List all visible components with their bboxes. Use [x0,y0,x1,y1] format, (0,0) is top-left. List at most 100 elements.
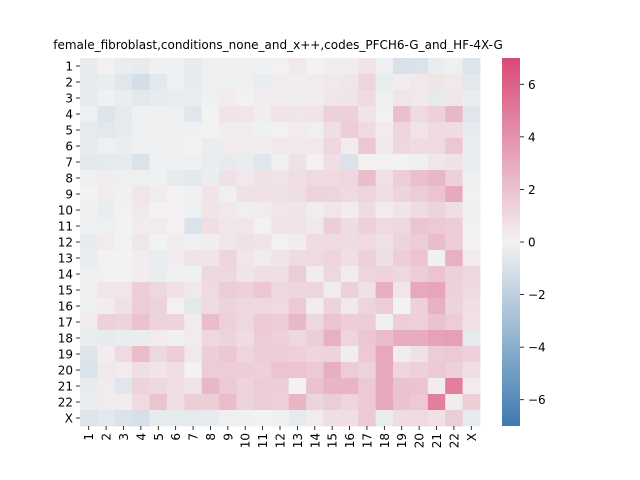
heatmap-cell [393,234,411,251]
heatmap-cell [236,218,255,235]
heatmap-cell [97,74,116,91]
heatmap-cell [358,250,377,267]
row-tick-label: 21 [58,380,73,394]
heatmap-cell [166,170,185,187]
heatmap-cell [219,282,237,299]
heatmap-cell [166,298,185,315]
heatmap-cell [288,218,307,235]
heatmap-cell [114,218,133,235]
heatmap-cell [97,186,116,203]
heatmap-cell [410,154,429,171]
column-tick-label: 3 [117,433,131,441]
heatmap-cell [462,250,481,267]
column-tick-label: 22 [447,433,461,448]
heatmap-cell [80,266,98,283]
heatmap-cell [375,266,394,283]
heatmap-cell [410,298,429,315]
heatmap-cell [288,58,307,75]
heatmap-cell [201,250,220,267]
heatmap-cell [288,170,307,187]
heatmap-cell [219,58,237,75]
heatmap-cell [288,74,307,91]
heatmap-cell [323,202,342,219]
heatmap-cell [166,346,185,363]
column-tick-label: 4 [134,433,148,441]
heatmap-cell [114,394,133,411]
heatmap-cell [323,378,342,395]
heatmap-cell [271,282,290,299]
heatmap-cell [253,282,272,299]
heatmap-cell [410,90,429,107]
heatmap-cell [80,346,98,363]
heatmap-cell [201,186,220,203]
heatmap-cell [306,90,324,107]
heatmap-cell [201,314,220,331]
heatmap-cell [271,394,290,411]
heatmap-cell [253,234,272,251]
heatmap-cell [253,202,272,219]
heatmap-cell [445,170,464,187]
heatmap-cell [445,346,464,363]
heatmap-cell [80,90,98,107]
heatmap-cell [288,154,307,171]
heatmap-cell [184,314,203,331]
heatmap-cell [219,186,237,203]
heatmap-cell [375,186,394,203]
heatmap-cell [410,330,429,347]
heatmap-cell [271,154,290,171]
heatmap-cell [219,122,237,139]
heatmap-cell [97,362,116,379]
heatmap-cell [236,58,255,75]
heatmap-cell [271,266,290,283]
row-tick-label: 18 [58,332,73,346]
heatmap-cell [375,122,394,139]
heatmap-cell [306,138,324,155]
heatmap-cell [201,234,220,251]
heatmap-cell [80,314,98,331]
heatmap-cell [166,266,185,283]
heatmap-cell [114,122,133,139]
column-tick-label: 21 [430,433,444,448]
column-tick-label: 20 [413,433,427,448]
heatmap-cell [306,266,324,283]
heatmap-cell [184,234,203,251]
heatmap-cell [393,298,411,315]
heatmap-cell [97,170,116,187]
heatmap-cell [323,346,342,363]
heatmap-cell [393,346,411,363]
heatmap-cell [132,186,150,203]
heatmap-cell [358,234,377,251]
heatmap-cell [445,394,464,411]
heatmap-cell [271,202,290,219]
heatmap-cell [80,298,98,315]
heatmap-cell [410,410,429,427]
heatmap-cell [340,266,359,283]
heatmap-cell [132,330,150,347]
heatmap-cell [166,282,185,299]
row-tick-label: 4 [65,108,73,122]
heatmap-cell [306,74,324,91]
heatmap-cell [219,394,237,411]
heatmap-cell [410,282,429,299]
heatmap-cell [445,330,464,347]
heatmap-cell [271,346,290,363]
heatmap-cell [149,90,168,107]
heatmap-cell [253,218,272,235]
heatmap-cell [201,202,220,219]
heatmap-cell [132,106,150,123]
heatmap-cell [410,362,429,379]
heatmap-cell [340,138,359,155]
column-tick-label: 14 [308,433,322,448]
heatmap-cell [80,330,98,347]
column-tick-label: 8 [204,433,218,441]
heatmap-cell [80,410,98,427]
heatmap-cell [201,410,220,427]
heatmap-cell [340,394,359,411]
heatmap-cell [114,186,133,203]
heatmap-cell [201,90,220,107]
heatmap-cell [97,122,116,139]
heatmap-cell [184,298,203,315]
heatmap-cell [323,122,342,139]
heatmap-cell [393,122,411,139]
